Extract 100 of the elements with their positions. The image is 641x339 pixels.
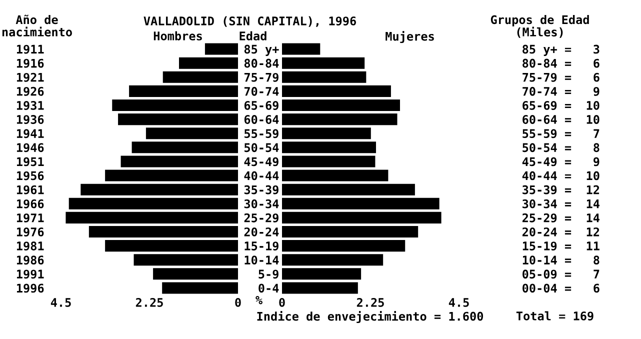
text: Total = 169 (516, 311, 594, 320)
y-tick-label: 80-84 (244, 58, 279, 68)
y-tick-label: 60-64 (244, 115, 279, 124)
y-tick-label: 75-79 (244, 72, 278, 82)
y-tick-label: 1996 (16, 284, 44, 293)
bar (282, 128, 371, 140)
y-axis-title: Año de nacimiento (2, 14, 72, 36)
y-tick-label: 20-24 (244, 227, 279, 236)
bar (282, 170, 388, 182)
y-axis-title: Edad (240, 31, 266, 40)
y-tick-label: 1986 (16, 256, 44, 265)
bar (282, 254, 384, 266)
y-tick-label: 1926 (16, 86, 44, 96)
x-tick-label: 2.25 (136, 298, 163, 307)
y2-tick-label: 60-64 = 10 (522, 115, 600, 124)
chart-title: VALLADOLID (SIN CAPITAL), 1996 (144, 16, 356, 27)
y-tick-label: 70-74 (244, 86, 279, 96)
bar (132, 142, 238, 154)
y-tick-label: 50-54 (244, 143, 279, 152)
bar (146, 128, 238, 140)
y2-tick-label: 85 y+ = 3 (522, 44, 600, 56)
bar (66, 212, 238, 224)
bar (153, 268, 238, 280)
x-tick-label: 4.5 (50, 298, 71, 307)
bar (105, 240, 238, 252)
bar (282, 142, 376, 154)
y2-tick-label: 70-74 = 9 (522, 86, 600, 96)
y-tick-label: 1976 (16, 227, 44, 236)
y-tick-label: 1911 (16, 44, 44, 54)
bar (282, 43, 320, 55)
bar (282, 240, 406, 252)
bar (282, 184, 415, 196)
bar (105, 170, 238, 182)
bar (282, 268, 362, 280)
y2-tick-label: 25-29 = 14 (522, 213, 600, 222)
y-tick-label: 1961 (16, 185, 44, 194)
y-tick-label: 1941 (16, 129, 44, 138)
y2-tick-label: 55-59 = 7 (522, 129, 600, 138)
bar (120, 156, 238, 168)
bar (118, 114, 238, 126)
y-tick-label: 1971 (16, 213, 44, 222)
y2-tick-label: 20-24 = 12 (522, 227, 600, 236)
y2-axis-title: Grupos de Edad (Miles) (490, 15, 589, 38)
bar (282, 71, 366, 83)
bar (112, 99, 238, 112)
y-tick-label: 1921 (16, 72, 44, 82)
y-tick-label: 1916 (16, 58, 44, 68)
y-tick-label: 55-59 (244, 129, 278, 138)
y2-tick-label: 80-84 = 6 (522, 58, 600, 68)
y-tick-label: 40-44 (244, 171, 279, 180)
y-tick-label: 0-4 (258, 284, 279, 293)
y-tick-label: 1946 (16, 143, 44, 152)
bar (282, 114, 398, 126)
bar (88, 226, 238, 238)
bar (282, 212, 442, 224)
bar (282, 57, 365, 69)
y-tick-label: 35-39 (244, 185, 278, 194)
bar (282, 282, 358, 294)
y-tick-label: 10-14 (244, 256, 279, 265)
y2-tick-label: 30-34 = 14 (522, 199, 600, 208)
y2-tick-label: 15-19 = 11 (522, 242, 600, 251)
y-tick-label: 15-19 (244, 242, 278, 251)
bar (68, 198, 238, 210)
y2-tick-label: 05-09 = 7 (522, 270, 600, 279)
bar (80, 184, 238, 196)
y2-tick-label: 10-14 = 8 (522, 256, 600, 265)
y-tick-label: 25-29 (244, 213, 278, 222)
y-tick-label: 45-49 (244, 157, 278, 166)
y2-tick-label: 50-54 = 8 (522, 143, 600, 152)
y-tick-label: 30-34 (244, 199, 279, 208)
bar (162, 71, 238, 83)
y-tick-label: 1991 (16, 270, 44, 279)
bar (129, 85, 238, 97)
y2-tick-label: 40-44 = 10 (522, 171, 600, 180)
bar (162, 282, 238, 294)
x-tick-label: 0 (279, 298, 285, 307)
bar (282, 85, 391, 97)
y2-tick-label: 45-49 = 9 (522, 157, 600, 166)
y-tick-label: 1936 (16, 115, 44, 124)
bar (282, 198, 440, 210)
y2-tick-label: 35-39 = 12 (522, 185, 600, 194)
y2-tick-label: 00-04 = 6 (522, 284, 600, 293)
bar (282, 226, 418, 238)
y-tick-label: 1981 (16, 242, 44, 251)
text: Indice de envejecimiento = 1.600 (257, 310, 484, 324)
series-label: Hombres (154, 31, 202, 40)
bar (204, 43, 238, 55)
y-tick-label: 65-69 (244, 100, 278, 110)
bar (282, 99, 400, 112)
bar (134, 254, 238, 266)
y-tick-label: 1951 (16, 157, 44, 166)
text: Mujeres (386, 30, 434, 44)
x-tick-label: 2.25 (356, 298, 384, 307)
x-tick-label: 4.5 (448, 298, 469, 307)
y-tick-label: 1956 (16, 171, 44, 180)
x-axis-title: % (256, 296, 262, 304)
y-tick-label: 1931 (16, 100, 44, 110)
y-tick-label: 1966 (16, 199, 44, 208)
y2-tick-label: 65-69 = 10 (522, 100, 600, 110)
x-tick-label: 0 (235, 298, 241, 307)
